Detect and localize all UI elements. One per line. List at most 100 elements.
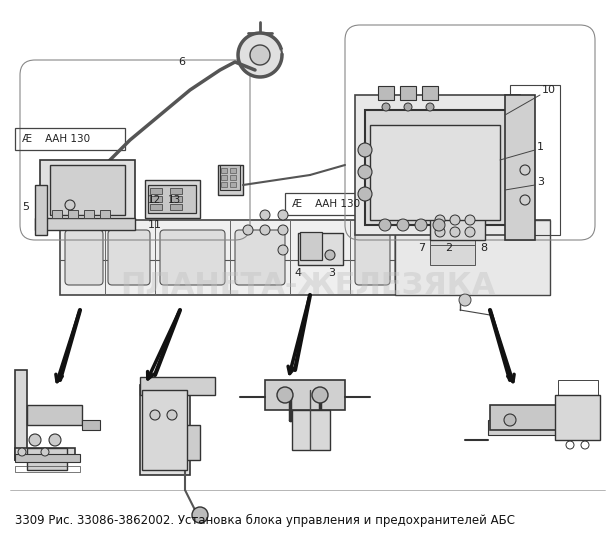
- Bar: [140, 377, 215, 395]
- Bar: [60, 220, 550, 295]
- Text: 7: 7: [418, 243, 425, 253]
- Bar: [27, 448, 67, 470]
- Text: 8: 8: [480, 243, 487, 253]
- Bar: [378, 86, 394, 100]
- Circle shape: [433, 219, 445, 231]
- Circle shape: [397, 219, 409, 231]
- Circle shape: [404, 103, 412, 111]
- Circle shape: [49, 434, 61, 446]
- FancyBboxPatch shape: [235, 230, 285, 285]
- Bar: [221, 175, 227, 180]
- Circle shape: [382, 103, 390, 111]
- Bar: [50, 165, 125, 215]
- Text: 12: 12: [148, 195, 161, 205]
- Circle shape: [450, 227, 460, 237]
- Bar: [27, 405, 82, 425]
- Bar: [84, 210, 94, 218]
- Circle shape: [435, 215, 445, 225]
- Circle shape: [450, 215, 460, 225]
- Text: 3: 3: [537, 177, 544, 187]
- Bar: [488, 420, 563, 435]
- Bar: [221, 168, 227, 173]
- FancyBboxPatch shape: [160, 230, 225, 285]
- Circle shape: [167, 410, 177, 420]
- Circle shape: [358, 143, 372, 157]
- Bar: [218, 165, 243, 195]
- Bar: [140, 385, 190, 475]
- Circle shape: [260, 225, 270, 235]
- Circle shape: [435, 227, 445, 237]
- Circle shape: [465, 215, 475, 225]
- Circle shape: [192, 507, 208, 523]
- Bar: [230, 175, 236, 180]
- Bar: [150, 204, 162, 210]
- Bar: [422, 86, 438, 100]
- Bar: [165, 425, 200, 460]
- Bar: [555, 395, 600, 440]
- Bar: [558, 380, 598, 435]
- Bar: [510, 85, 560, 235]
- Bar: [220, 165, 240, 190]
- Circle shape: [358, 187, 372, 201]
- Circle shape: [312, 387, 328, 403]
- Circle shape: [65, 200, 75, 210]
- Text: 3309 Рис. 33086-3862002. Установка блока управления и предохранителей АБС: 3309 Рис. 33086-3862002. Установка блока…: [15, 514, 515, 526]
- Circle shape: [426, 103, 434, 111]
- Text: 4: 4: [295, 268, 301, 278]
- Circle shape: [278, 225, 288, 235]
- Text: 2: 2: [445, 243, 452, 253]
- Bar: [15, 466, 80, 472]
- Bar: [292, 410, 330, 450]
- Bar: [68, 210, 78, 218]
- Circle shape: [277, 387, 293, 403]
- Bar: [221, 182, 227, 187]
- Text: 5: 5: [22, 202, 29, 212]
- Bar: [35, 218, 135, 230]
- Circle shape: [41, 448, 49, 456]
- Bar: [490, 405, 560, 430]
- Bar: [285, 193, 405, 215]
- Bar: [15, 448, 75, 460]
- Text: 10: 10: [542, 85, 556, 95]
- Bar: [298, 233, 343, 265]
- Bar: [35, 185, 47, 235]
- Circle shape: [325, 250, 335, 260]
- Circle shape: [18, 448, 26, 456]
- Circle shape: [504, 414, 516, 426]
- Circle shape: [238, 33, 282, 77]
- FancyBboxPatch shape: [451, 230, 486, 285]
- Bar: [148, 185, 196, 213]
- FancyBboxPatch shape: [355, 230, 390, 285]
- Text: Æ    ААН 130: Æ ААН 130: [22, 134, 90, 144]
- Text: 13: 13: [168, 195, 181, 205]
- Bar: [150, 196, 162, 202]
- Bar: [142, 390, 187, 470]
- Bar: [150, 188, 162, 194]
- Bar: [300, 232, 322, 260]
- Circle shape: [260, 210, 270, 220]
- Circle shape: [29, 434, 41, 446]
- Circle shape: [150, 410, 160, 420]
- Bar: [395, 220, 550, 295]
- Bar: [82, 420, 100, 430]
- Circle shape: [358, 165, 372, 179]
- Bar: [170, 204, 182, 210]
- Text: 3: 3: [328, 268, 335, 278]
- Bar: [15, 128, 125, 150]
- Bar: [40, 160, 135, 225]
- Circle shape: [250, 45, 270, 65]
- Bar: [170, 188, 182, 194]
- Bar: [365, 110, 510, 225]
- Circle shape: [278, 245, 288, 255]
- Bar: [100, 210, 110, 218]
- Bar: [430, 205, 485, 240]
- Bar: [52, 210, 62, 218]
- Circle shape: [465, 227, 475, 237]
- Bar: [505, 95, 535, 240]
- Bar: [355, 95, 520, 235]
- Bar: [400, 86, 416, 100]
- Bar: [15, 454, 80, 462]
- Circle shape: [459, 294, 471, 306]
- Bar: [230, 168, 236, 173]
- Bar: [265, 380, 345, 410]
